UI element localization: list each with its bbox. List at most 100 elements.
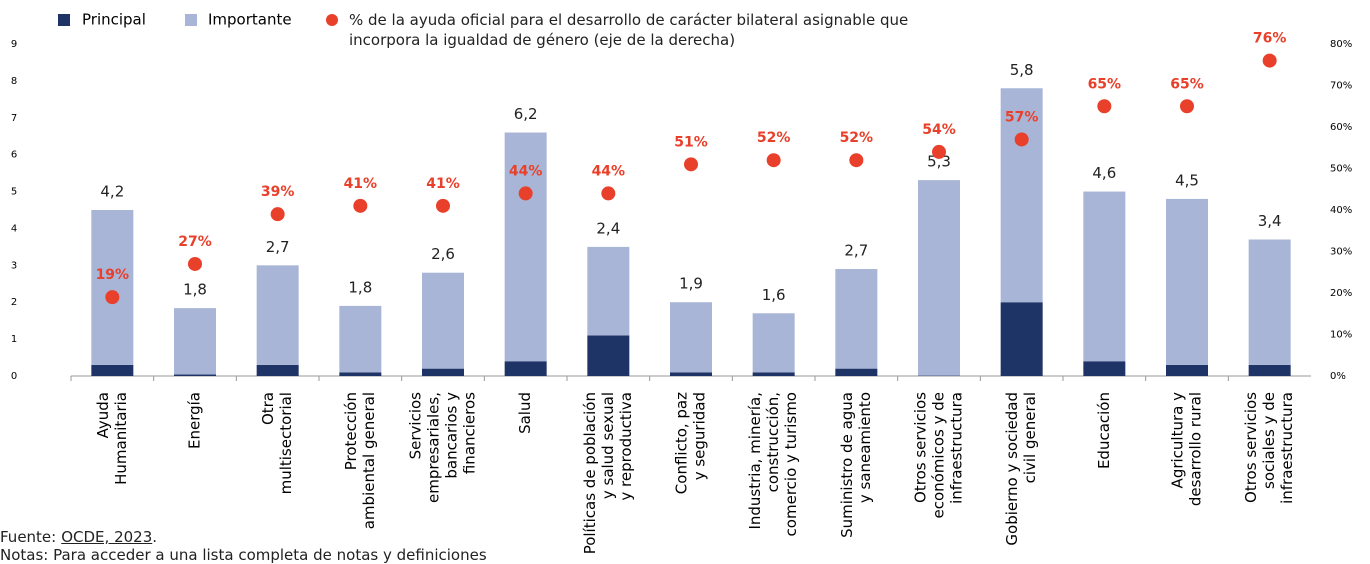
dot [1015, 132, 1029, 146]
x-tick-label: construcción, [764, 392, 782, 492]
dot [932, 145, 946, 159]
x-tick-label: y salud sexual [599, 392, 617, 499]
bar [422, 369, 464, 376]
bar-label: 3,4 [1258, 212, 1282, 230]
x-tick-label: Otros servicios [1242, 392, 1260, 503]
x-tick-label: Educación [1095, 392, 1113, 469]
bar [505, 361, 547, 376]
y2-tick-label: 0% [1330, 371, 1346, 382]
bar-label: 4,6 [1092, 164, 1116, 182]
x-tick-label: multisectorial [277, 392, 295, 494]
y-tick-label: 4 [11, 223, 17, 234]
y2-tick-label: 60% [1330, 122, 1352, 133]
y-tick-label: 7 [11, 113, 17, 124]
x-tick-label: Agricultura y [1169, 392, 1187, 489]
dot-label: 39% [261, 184, 295, 200]
dot [1263, 54, 1277, 68]
bar [257, 365, 299, 376]
bar-label: 2,7 [844, 242, 868, 260]
bar [1166, 199, 1208, 365]
bar [835, 269, 877, 369]
y2-tick-label: 80% [1330, 39, 1352, 50]
x-tick-label: Políticas de población [581, 392, 599, 554]
dot [188, 257, 202, 271]
bar [1166, 365, 1208, 376]
dot [519, 186, 533, 200]
x-tick-label: Suministro de agua [838, 392, 856, 538]
dot [1097, 99, 1111, 113]
dot-label: 51% [674, 134, 708, 150]
y-tick-label: 3 [11, 260, 17, 271]
dot-label: 41% [344, 176, 378, 192]
bar [918, 180, 960, 376]
x-tick-label: Ayuda [94, 392, 112, 438]
y-tick-label: 9 [11, 39, 17, 50]
y-tick-label: 8 [11, 76, 17, 87]
x-tick-label: Industria, minería, [746, 392, 764, 530]
bar [1083, 192, 1125, 362]
dot-label: 41% [426, 176, 460, 192]
x-tick-label: Conflicto, paz [673, 392, 691, 494]
bar [257, 265, 299, 365]
dot [105, 290, 119, 304]
bar-label: 4,5 [1175, 171, 1199, 189]
x-tick-label: económicos y de [930, 392, 948, 519]
dot-label: 54% [922, 122, 956, 138]
y2-tick-label: 50% [1330, 164, 1352, 175]
bar [339, 372, 381, 376]
bar [670, 372, 712, 376]
bar-label: 5,8 [1010, 61, 1034, 79]
bar [835, 369, 877, 376]
x-tick-label: Gobierno y sociedad [1003, 392, 1021, 546]
bar [670, 302, 712, 372]
x-tick-label: desarrollo rural [1187, 392, 1205, 506]
x-tick-label: Salud [516, 392, 534, 434]
dot-label: 44% [592, 163, 626, 179]
bar [587, 247, 629, 336]
y-tick-label: 2 [11, 297, 17, 308]
bar [753, 372, 795, 376]
x-tick-label: civil general [1021, 392, 1039, 483]
legend-label: % de la ayuda oficial para el desarrollo… [349, 10, 909, 50]
dot-label: 52% [757, 130, 791, 146]
dot [684, 157, 698, 171]
dot-label: 76% [1253, 31, 1287, 47]
legend-label: Importante [208, 11, 292, 29]
dot-label: 19% [96, 267, 130, 283]
x-tick-label: y saneamiento [856, 392, 874, 503]
source-link[interactable]: OCDE, 2023 [61, 528, 152, 546]
bar [174, 308, 216, 374]
dot-label: 57% [1005, 109, 1039, 125]
x-tick-label: y reproductiva [617, 392, 635, 501]
bar-label: 2,6 [431, 245, 455, 263]
bar-label: 6,2 [514, 105, 538, 123]
dot [271, 207, 285, 221]
bar [753, 313, 795, 372]
bar [422, 273, 464, 369]
y2-tick-label: 10% [1330, 330, 1352, 341]
x-tick-label: empresariales, [425, 392, 443, 503]
x-tick-label: sociales y de [1260, 392, 1278, 489]
source: Fuente:OCDE, 2023. [0, 528, 157, 546]
bar-label: 2,7 [266, 238, 290, 256]
y-tick-label: 1 [11, 334, 17, 345]
x-tick-label: Servicios [407, 392, 425, 460]
source-suffix: . [152, 528, 157, 546]
dot-label: 65% [1088, 76, 1122, 92]
y2-tick-label: 70% [1330, 81, 1352, 92]
dot-label: 44% [509, 163, 543, 179]
dot [1180, 99, 1194, 113]
dot-label: 65% [1170, 76, 1204, 92]
dot [353, 199, 367, 213]
dot [601, 186, 615, 200]
x-tick-label: bancarios y [443, 392, 461, 479]
bar-label: 1,6 [762, 286, 786, 304]
bar-label: 2,4 [596, 219, 620, 237]
y2-tick-label: 40% [1330, 205, 1352, 216]
bar [339, 306, 381, 372]
x-tick-label: Otros servicios [912, 392, 930, 503]
dot-label: 52% [840, 130, 874, 146]
bar [1249, 240, 1291, 365]
y-tick-label: 0 [11, 371, 17, 382]
